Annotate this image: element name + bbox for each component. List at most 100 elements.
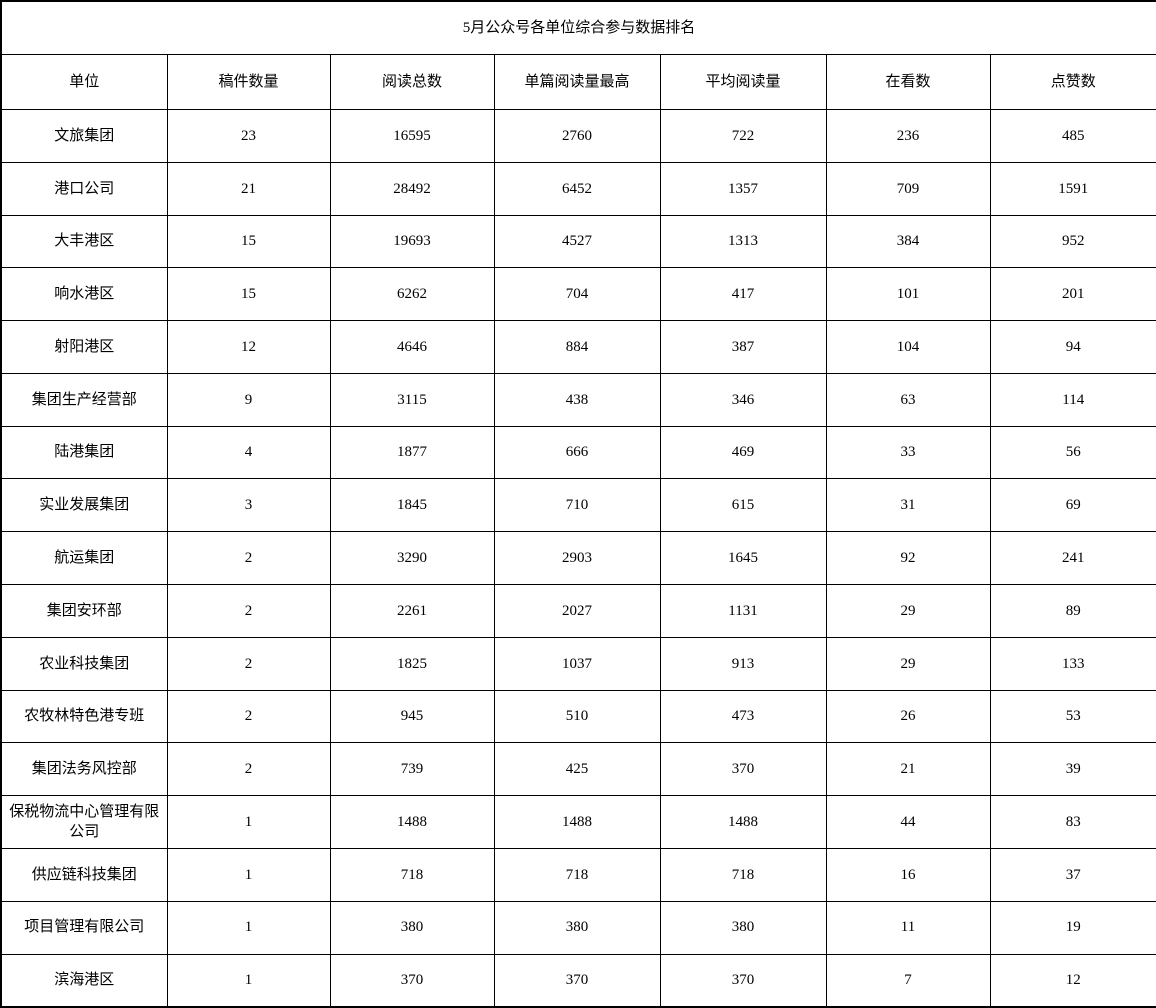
article-count-cell: 2 (166, 742, 331, 797)
total-reads-cell: 6262 (329, 267, 495, 322)
wow-count-cell: 11 (825, 900, 991, 955)
table-row: 供应链科技集团 1 718 718 718 16 37 (0, 847, 1156, 902)
average-reads-cell: 1488 (659, 795, 827, 849)
table-row: 保税物流中心管理有限公司 1 1488 1488 1488 44 83 (0, 795, 1156, 849)
like-count-cell: 89 (989, 584, 1156, 638)
unit-cell: 射阳港区 (0, 320, 168, 374)
wow-count-cell: 33 (825, 425, 991, 480)
total-reads-cell: 1845 (329, 478, 495, 533)
total-reads-cell: 16595 (329, 109, 495, 163)
wow-count-cell: 63 (825, 372, 991, 427)
table-row: 集团法务风控部 2 739 425 370 21 39 (0, 742, 1156, 797)
max-single-reads-cell: 4527 (493, 214, 661, 269)
unit-cell: 集团安环部 (0, 584, 168, 638)
article-count-cell: 2 (166, 531, 331, 586)
table-row: 射阳港区 12 4646 884 387 104 94 (0, 320, 1156, 374)
like-count-cell: 94 (989, 320, 1156, 374)
wow-count-cell: 104 (825, 320, 991, 374)
wow-count-cell: 26 (825, 689, 991, 744)
column-header-unit: 单位 (0, 54, 168, 110)
total-reads-cell: 370 (329, 953, 495, 1008)
article-count-cell: 15 (166, 267, 331, 322)
average-reads-cell: 473 (659, 689, 827, 744)
unit-cell: 实业发展集团 (0, 478, 168, 533)
unit-cell: 陆港集团 (0, 425, 168, 480)
unit-cell: 供应链科技集团 (0, 847, 168, 902)
article-count-cell: 1 (166, 847, 331, 902)
unit-cell: 集团法务风控部 (0, 742, 168, 797)
average-reads-cell: 370 (659, 953, 827, 1008)
max-single-reads-cell: 666 (493, 425, 661, 480)
article-count-cell: 1 (166, 953, 331, 1008)
unit-cell: 滨海港区 (0, 953, 168, 1008)
unit-cell: 响水港区 (0, 267, 168, 322)
total-reads-cell: 19693 (329, 214, 495, 269)
average-reads-cell: 1357 (659, 161, 827, 216)
wow-count-cell: 29 (825, 584, 991, 638)
table-row: 大丰港区 15 19693 4527 1313 384 952 (0, 214, 1156, 269)
column-header-wow-count: 在看数 (825, 54, 991, 110)
column-header-article-count: 稿件数量 (166, 54, 331, 110)
average-reads-cell: 387 (659, 320, 827, 374)
table-row: 港口公司 21 28492 6452 1357 709 1591 (0, 161, 1156, 216)
max-single-reads-cell: 2903 (493, 531, 661, 586)
like-count-cell: 39 (989, 742, 1156, 797)
unit-cell: 港口公司 (0, 161, 168, 216)
average-reads-cell: 380 (659, 900, 827, 955)
column-header-total-reads: 阅读总数 (329, 54, 495, 110)
like-count-cell: 952 (989, 214, 1156, 269)
max-single-reads-cell: 6452 (493, 161, 661, 216)
average-reads-cell: 370 (659, 742, 827, 797)
total-reads-cell: 380 (329, 900, 495, 955)
total-reads-cell: 1488 (329, 795, 495, 849)
table-row: 农业科技集团 2 1825 1037 913 29 133 (0, 636, 1156, 691)
article-count-cell: 3 (166, 478, 331, 533)
max-single-reads-cell: 438 (493, 372, 661, 427)
average-reads-cell: 718 (659, 847, 827, 902)
average-reads-cell: 913 (659, 636, 827, 691)
table-row: 陆港集团 4 1877 666 469 33 56 (0, 425, 1156, 480)
max-single-reads-cell: 2760 (493, 109, 661, 163)
article-count-cell: 9 (166, 372, 331, 427)
total-reads-cell: 1825 (329, 636, 495, 691)
table-title-row: 5月公众号各单位综合参与数据排名 (0, 0, 1156, 55)
max-single-reads-cell: 1037 (493, 636, 661, 691)
like-count-cell: 12 (989, 953, 1156, 1008)
max-single-reads-cell: 710 (493, 478, 661, 533)
article-count-cell: 4 (166, 425, 331, 480)
total-reads-cell: 3290 (329, 531, 495, 586)
total-reads-cell: 28492 (329, 161, 495, 216)
wow-count-cell: 29 (825, 636, 991, 691)
average-reads-cell: 417 (659, 267, 827, 322)
table-row: 文旅集团 23 16595 2760 722 236 485 (0, 109, 1156, 163)
wow-count-cell: 7 (825, 953, 991, 1008)
average-reads-cell: 469 (659, 425, 827, 480)
total-reads-cell: 718 (329, 847, 495, 902)
total-reads-cell: 3115 (329, 372, 495, 427)
unit-cell: 农业科技集团 (0, 636, 168, 691)
like-count-cell: 1591 (989, 161, 1156, 216)
total-reads-cell: 1877 (329, 425, 495, 480)
like-count-cell: 133 (989, 636, 1156, 691)
table-row: 集团安环部 2 2261 2027 1131 29 89 (0, 584, 1156, 638)
unit-cell: 文旅集团 (0, 109, 168, 163)
column-header-like-count: 点赞数 (989, 54, 1156, 110)
unit-cell: 集团生产经营部 (0, 372, 168, 427)
article-count-cell: 1 (166, 795, 331, 849)
max-single-reads-cell: 718 (493, 847, 661, 902)
unit-cell: 农牧林特色港专班 (0, 689, 168, 744)
like-count-cell: 19 (989, 900, 1156, 955)
article-count-cell: 12 (166, 320, 331, 374)
column-header-max-single-reads: 单篇阅读量最高 (493, 54, 661, 110)
average-reads-cell: 1645 (659, 531, 827, 586)
average-reads-cell: 346 (659, 372, 827, 427)
average-reads-cell: 615 (659, 478, 827, 533)
wow-count-cell: 44 (825, 795, 991, 849)
article-count-cell: 2 (166, 584, 331, 638)
article-count-cell: 23 (166, 109, 331, 163)
unit-cell: 航运集团 (0, 531, 168, 586)
average-reads-cell: 1313 (659, 214, 827, 269)
wow-count-cell: 101 (825, 267, 991, 322)
wow-count-cell: 16 (825, 847, 991, 902)
max-single-reads-cell: 704 (493, 267, 661, 322)
